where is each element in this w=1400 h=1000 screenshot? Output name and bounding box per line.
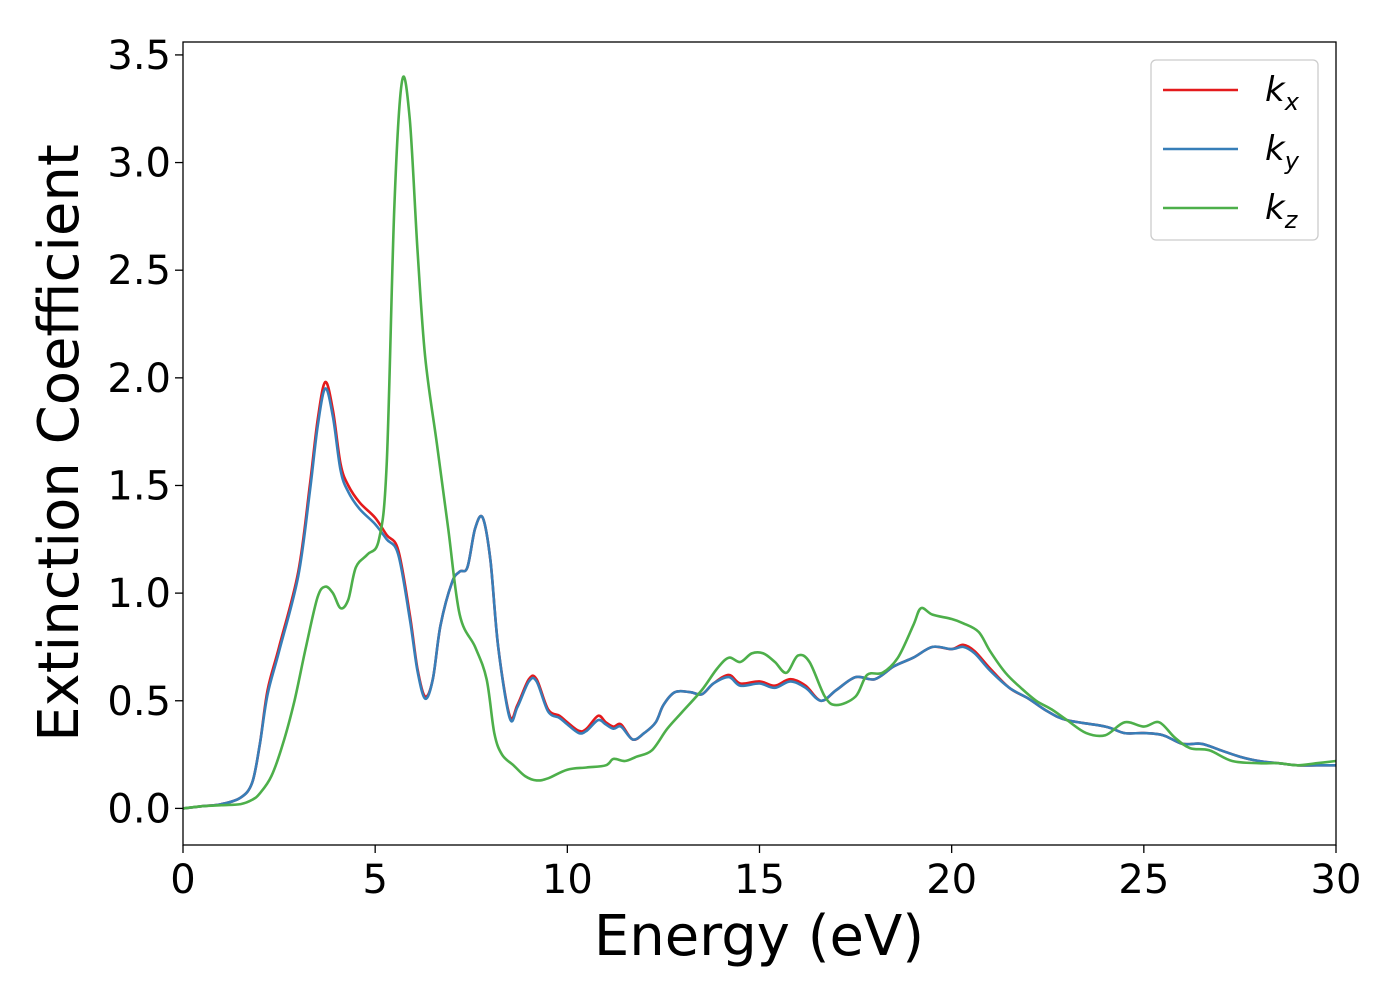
- x-tick-label: 30: [1311, 857, 1362, 903]
- legend-label-base: k: [1265, 70, 1286, 110]
- x-tick-label: 25: [1118, 857, 1169, 903]
- legend-label-subscript: z: [1284, 206, 1299, 234]
- y-tick-label: 1.0: [107, 571, 171, 617]
- legend-label-base: k: [1265, 188, 1286, 228]
- x-axis: 0 5 10 15 20 25 30: [170, 845, 1361, 903]
- y-tick-label: 2.5: [107, 248, 171, 294]
- x-tick-label: 0: [170, 857, 195, 903]
- y-tick-label: 0.5: [107, 679, 171, 725]
- x-tick-label: 10: [542, 857, 593, 903]
- legend-label-kx: kx: [1265, 70, 1300, 116]
- series-line-kx: [183, 380, 1336, 810]
- x-tick-label: 15: [734, 857, 785, 903]
- y-tick-label: 3.5: [107, 33, 171, 79]
- series-line-ky: [183, 387, 1336, 810]
- y-tick-label: 1.5: [107, 463, 171, 509]
- legend-label-subscript: x: [1284, 88, 1300, 116]
- legend-label-kz: kz: [1265, 188, 1299, 234]
- x-tick-label: 5: [362, 857, 387, 903]
- y-tick-label: 2.0: [107, 356, 171, 402]
- legend-label-base: k: [1265, 129, 1286, 169]
- legend-label-ky: ky: [1265, 129, 1300, 175]
- y-axis-title: Extinction Coefficient: [27, 144, 92, 742]
- x-tick-label: 20: [926, 857, 977, 903]
- series-line-kz: [183, 75, 1336, 810]
- y-tick-label: 0.0: [107, 786, 171, 832]
- series-layer: [183, 75, 1336, 810]
- legend-label-subscript: y: [1284, 147, 1300, 175]
- y-tick-label: 3.0: [107, 141, 171, 187]
- y-axis: 0.0 0.5 1.0 1.5 2.0 2.5 3.0 3.5: [107, 33, 183, 832]
- x-axis-title: Energy (eV): [594, 904, 924, 969]
